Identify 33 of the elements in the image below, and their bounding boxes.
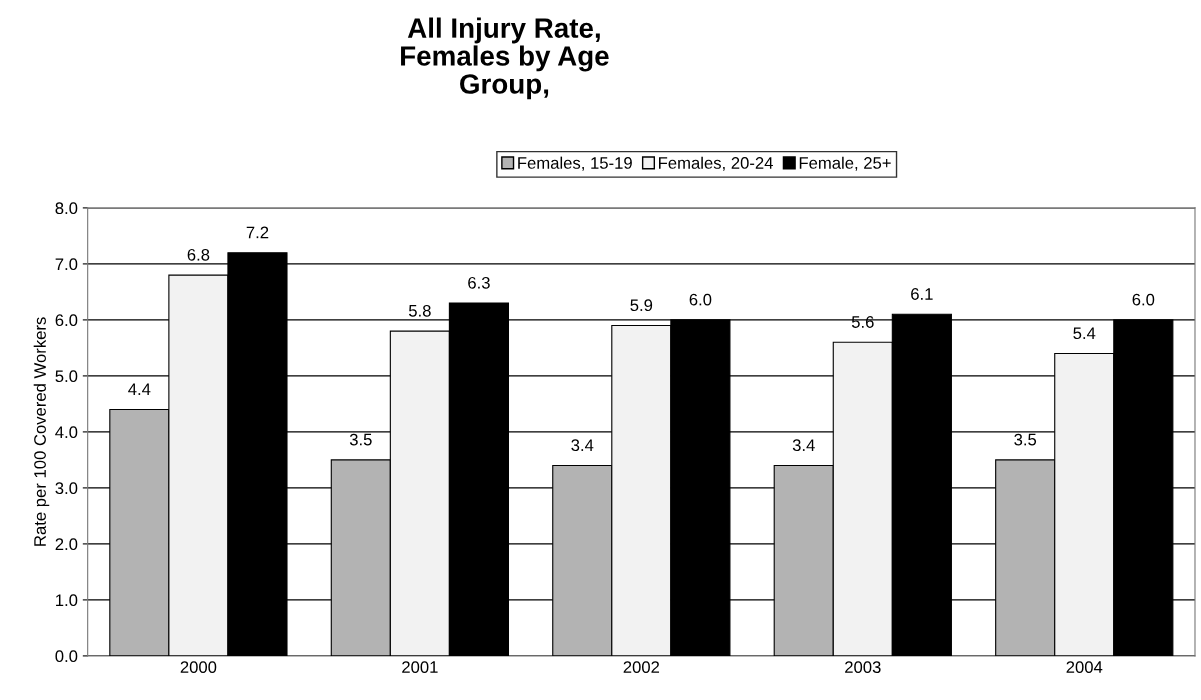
x-tick-label: 2003: [845, 661, 881, 673]
y-tick-label: 0.0: [55, 650, 78, 663]
x-tick-label: 2001: [402, 661, 438, 673]
legend-label: Females, 20-24: [659, 156, 773, 171]
y-tick-label: 3.0: [55, 482, 78, 495]
x-tick-label: 2002: [623, 661, 660, 673]
y-tick-label: 1.0: [56, 594, 78, 607]
x-tick-label: 2004: [1066, 661, 1103, 673]
y-axis-title: Rate per 100 Covered Workers: [33, 317, 50, 546]
data-label: 5.8: [408, 304, 431, 317]
x-tick-label: 2000: [180, 661, 217, 673]
data-label: 3.4: [792, 439, 815, 452]
chart-title: All Injury Rate, Females by Age Group,: [401, 17, 609, 100]
y-tick-label: 7.0: [55, 258, 78, 271]
data-label: 4.4: [128, 383, 151, 395]
data-label: 3.5: [349, 433, 372, 446]
y-tick-label: 6.0: [55, 314, 78, 327]
data-label: 3.5: [1014, 433, 1037, 446]
data-label: 5.4: [1073, 327, 1096, 340]
legend-label: Female, 25+: [799, 156, 891, 171]
data-label: 3.4: [571, 439, 594, 452]
y-tick-label: 5.0: [55, 370, 78, 383]
data-label: 6.1: [911, 288, 933, 300]
data-label: 6.0: [689, 293, 712, 306]
y-tick-label: 4.0: [55, 426, 78, 439]
data-label: 6.0: [1132, 293, 1155, 306]
y-tick-label: 8.0: [55, 202, 78, 215]
data-label: 7.2: [246, 226, 269, 239]
data-label: 6.3: [468, 276, 490, 289]
legend-label: Females, 15-19: [518, 156, 632, 171]
y-tick-label: 2.0: [55, 538, 78, 551]
data-label: 6.8: [187, 248, 210, 261]
data-label: 5.9: [630, 299, 653, 312]
